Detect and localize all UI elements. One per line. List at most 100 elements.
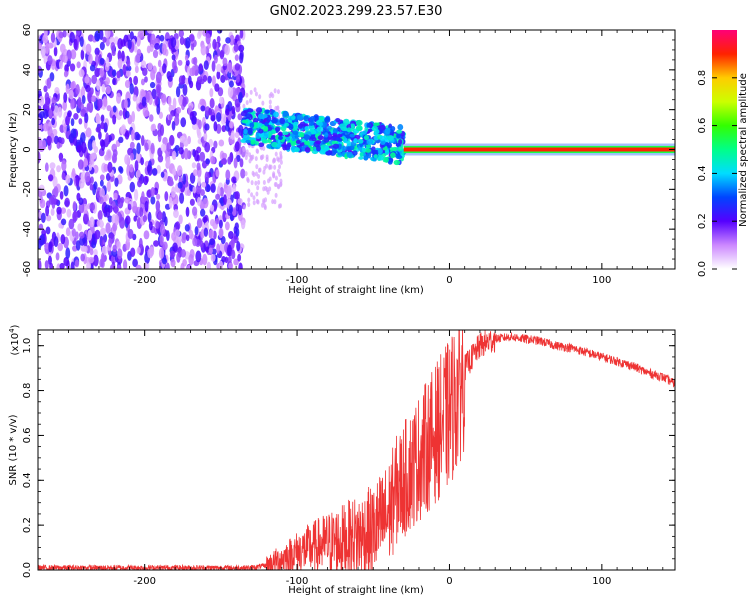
heatmap-cell bbox=[197, 131, 202, 139]
heatmap-cell bbox=[257, 180, 261, 186]
snr-frame bbox=[37, 329, 676, 571]
heatmap-cell bbox=[178, 214, 183, 225]
heatmap-cell bbox=[332, 128, 338, 134]
heatmap-cell bbox=[42, 122, 49, 132]
heatmap-cell bbox=[195, 183, 202, 195]
heatmap-cell bbox=[160, 93, 167, 104]
heatmap-cell bbox=[215, 218, 220, 225]
heatmap-cell bbox=[262, 169, 266, 175]
heatmap-cell bbox=[73, 136, 78, 146]
heatmap-cell bbox=[55, 252, 60, 261]
heatmap-cell bbox=[151, 123, 157, 131]
heatmap-cell bbox=[89, 248, 94, 256]
heatmap-cell bbox=[129, 181, 136, 193]
heatmap-cell bbox=[364, 148, 372, 153]
heatmap-cell bbox=[276, 156, 280, 162]
heatmap-cell bbox=[53, 236, 59, 248]
heatmap-cell bbox=[209, 88, 214, 98]
heatmap-cell bbox=[247, 129, 253, 136]
heatmap-cell bbox=[240, 168, 246, 179]
heatmap-cell bbox=[258, 167, 262, 173]
heatmap-cell bbox=[88, 256, 95, 264]
heatmap-cell bbox=[143, 262, 148, 269]
heatmap-cell bbox=[211, 60, 216, 72]
heatmap-cell bbox=[112, 114, 117, 125]
heatmap-cell bbox=[136, 169, 141, 178]
heatmap-cell bbox=[286, 142, 292, 148]
heatmap-cell bbox=[46, 77, 52, 89]
heatmap-cell bbox=[160, 143, 167, 152]
heatmap-cell bbox=[171, 54, 176, 61]
heatmap-cell bbox=[115, 92, 122, 104]
heatmap-cell bbox=[150, 69, 156, 81]
heatmap-cell bbox=[149, 114, 154, 122]
heatmap-cell bbox=[87, 90, 92, 103]
heatmap-cell bbox=[89, 64, 96, 72]
heatmap-cell bbox=[165, 262, 170, 269]
heatmap-cell bbox=[100, 121, 105, 130]
heatmap-cell bbox=[346, 151, 353, 158]
heatmap-cell bbox=[105, 85, 111, 95]
heatmap-cell bbox=[250, 139, 256, 145]
heatmap-cell bbox=[145, 92, 150, 103]
heatmap-cell bbox=[246, 178, 250, 184]
heatmap-cell bbox=[245, 100, 249, 106]
heatmap-cell bbox=[191, 206, 198, 216]
heatmap-cell bbox=[240, 219, 246, 230]
heatmap-cell bbox=[315, 140, 322, 145]
heatmap-cell bbox=[256, 148, 260, 154]
heatmap-cell bbox=[357, 138, 364, 144]
heatmap-cell bbox=[107, 161, 113, 173]
heatmap-cell bbox=[77, 223, 83, 232]
heatmap-cell bbox=[183, 138, 189, 147]
heatmap-cell bbox=[75, 240, 81, 251]
heatmap-cell bbox=[273, 88, 277, 94]
heatmap-cell bbox=[249, 154, 253, 160]
heatmap-cell bbox=[83, 245, 88, 253]
heatmap-cell bbox=[99, 41, 105, 51]
heatmap-cell bbox=[284, 122, 290, 127]
heatmap-cell bbox=[121, 50, 125, 62]
heatmap-cell bbox=[208, 247, 213, 254]
heatmap-cell bbox=[175, 86, 181, 98]
heatmap-cell bbox=[180, 117, 187, 128]
heatmap-cell bbox=[191, 65, 196, 77]
heatmap-cell bbox=[85, 84, 91, 93]
heatmap-cell bbox=[204, 171, 210, 182]
heatmap-cell bbox=[97, 98, 103, 109]
heatmap-cell bbox=[41, 139, 47, 151]
heatmap-cell bbox=[277, 184, 281, 190]
spectrogram-heatmap bbox=[38, 30, 675, 269]
heatmap-cell bbox=[239, 158, 244, 168]
heatmap-cell bbox=[151, 168, 158, 176]
heatmap-cell bbox=[134, 65, 139, 74]
heatmap-cell bbox=[100, 139, 106, 151]
heatmap-cell bbox=[124, 130, 130, 140]
heatmap-cell bbox=[266, 116, 272, 122]
heatmap-cell bbox=[137, 30, 144, 39]
heatmap-cell bbox=[220, 113, 227, 125]
snr-series-line bbox=[38, 330, 675, 570]
heatmap-cell bbox=[69, 63, 76, 72]
heatmap-cell bbox=[366, 122, 372, 128]
heatmap-cell bbox=[63, 92, 68, 103]
y-tick-label: 20 bbox=[22, 103, 33, 116]
heatmap-cell bbox=[159, 224, 166, 235]
heatmap-cell bbox=[139, 207, 144, 218]
heatmap-cell bbox=[140, 89, 146, 98]
heatmap-cell bbox=[58, 152, 63, 163]
heatmap-cell bbox=[340, 126, 348, 132]
heatmap-cell bbox=[45, 205, 50, 217]
heatmap-cell bbox=[62, 54, 69, 63]
heatmap-cell bbox=[70, 81, 75, 91]
heatmap-cell bbox=[238, 91, 243, 104]
heatmap-cell bbox=[291, 115, 296, 120]
heatmap-cell bbox=[292, 130, 299, 136]
heatmap-cell bbox=[233, 258, 239, 266]
heatmap-cell bbox=[82, 213, 89, 225]
heatmap-cell bbox=[293, 124, 298, 130]
heatmap-cell bbox=[116, 70, 121, 79]
heatmap-cell bbox=[127, 203, 132, 211]
heatmap-cell bbox=[66, 208, 72, 218]
heatmap-cell bbox=[106, 180, 111, 193]
